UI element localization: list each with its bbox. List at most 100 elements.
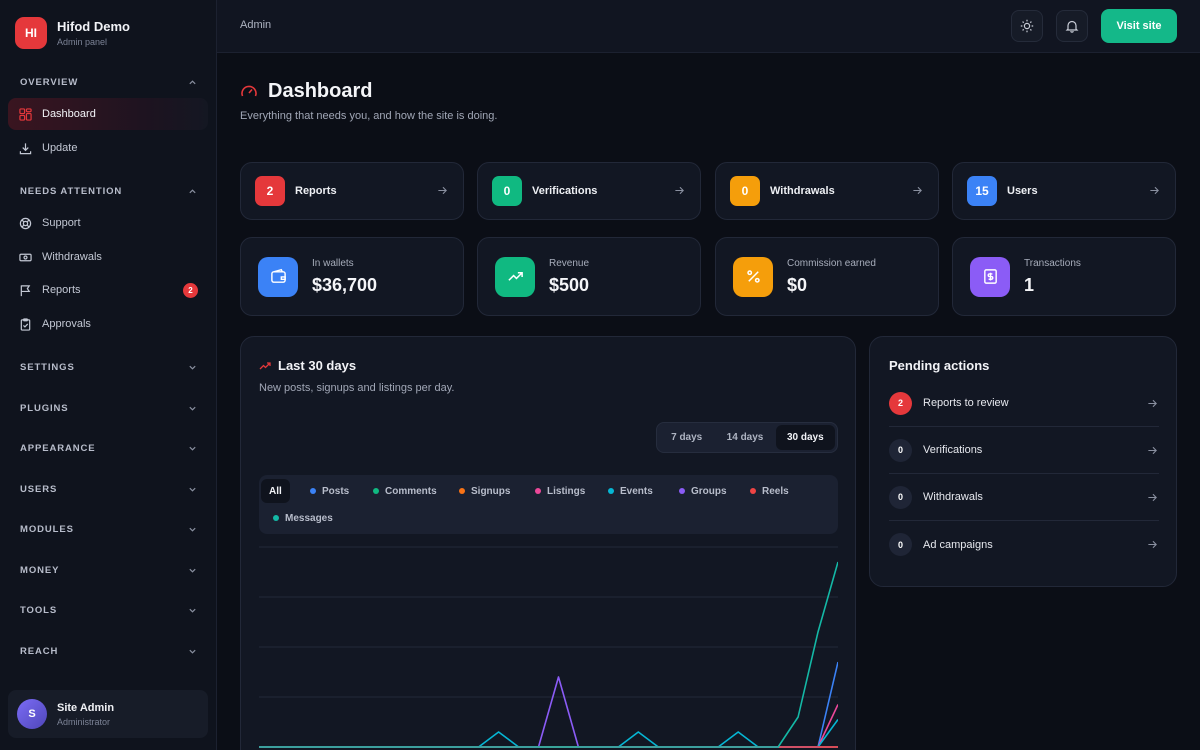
theme-toggle-button[interactable]	[1011, 10, 1043, 42]
quick-card-label: Verifications	[532, 185, 598, 197]
stat-value: $500	[549, 274, 590, 295]
brand-logo: HI	[15, 17, 47, 49]
visit-site-button[interactable]: Visit site	[1101, 9, 1177, 43]
section-label: APPEARANCE	[20, 443, 96, 454]
pending-item-label: Ad campaigns	[923, 538, 993, 551]
series-line-events	[259, 719, 838, 748]
filter-events[interactable]: Events	[608, 479, 653, 503]
chart-title: Last 30 days	[278, 358, 357, 373]
arrow-right-icon	[1148, 399, 1157, 408]
sidebar-item-support[interactable]: Support	[8, 207, 208, 239]
sidebar-item-approvals[interactable]: Approvals	[8, 308, 208, 340]
filter-reels[interactable]: Reels	[750, 479, 789, 503]
percent-icon	[733, 256, 773, 297]
stat-card-revenue: Revenue $500	[477, 237, 701, 316]
stat-value: $36,700	[312, 274, 378, 295]
section-label: MODULES	[20, 524, 74, 535]
filter-signups[interactable]: Signups	[459, 479, 510, 503]
section-plugins[interactable]: PLUGINS	[20, 403, 197, 414]
download-icon	[19, 142, 32, 154]
pending-item-reports[interactable]: 2 Reports to review	[889, 380, 1159, 427]
section-overview[interactable]: OVERVIEW	[20, 77, 197, 88]
filter-listings[interactable]: Listings	[535, 479, 585, 503]
notifications-button[interactable]	[1056, 10, 1088, 42]
filter-groups[interactable]: Groups	[679, 479, 727, 503]
chart-subtitle: New posts, signups and listings per day.	[259, 382, 455, 394]
wallet-icon	[258, 256, 298, 297]
section-settings[interactable]: SETTINGS	[20, 362, 197, 373]
section-modules[interactable]: MODULES	[20, 524, 197, 535]
quick-card-label: Withdrawals	[770, 185, 835, 197]
sidebar-item-withdrawals[interactable]: Withdrawals	[8, 241, 208, 273]
pending-title: Pending actions	[889, 358, 990, 373]
activity-chart-panel: Last 30 days New posts, signups and list…	[240, 336, 856, 750]
pending-item-withdrawals[interactable]: 0 Withdrawals	[889, 474, 1159, 521]
arrow-right-icon	[913, 186, 922, 195]
quick-card-reports[interactable]: 2 Reports	[240, 162, 464, 220]
section-money[interactable]: MONEY	[20, 565, 197, 576]
user-card[interactable]: S Site Admin Administrator	[8, 690, 208, 738]
arrow-right-icon	[1148, 540, 1157, 549]
user-role: Administrator	[57, 716, 111, 727]
arrow-right-icon	[1148, 493, 1157, 502]
series-filter-bar: All Posts Comments Signups Listings Even…	[259, 475, 838, 534]
section-label: SETTINGS	[20, 362, 75, 373]
sidebar: HI Hifod Demo Admin panel OVERVIEW Dashb…	[0, 0, 217, 750]
sidebar-item-update[interactable]: Update	[8, 132, 208, 164]
sidebar-item-label: Reports	[42, 284, 81, 296]
pending-actions-panel: Pending actions 2 Reports to review 0 Ve…	[869, 336, 1177, 587]
section-label: REACH	[20, 646, 59, 657]
count-badge: 2	[255, 176, 285, 206]
series-dot	[750, 488, 756, 494]
arrow-right-icon	[675, 186, 684, 195]
stat-label: Revenue	[549, 257, 590, 269]
user-name: Site Admin	[57, 701, 115, 714]
quick-card-withdrawals[interactable]: 0 Withdrawals	[715, 162, 939, 220]
count-badge: 0	[492, 176, 522, 206]
section-needs-attention[interactable]: NEEDS ATTENTION	[20, 186, 197, 197]
brand[interactable]: HI Hifod Demo Admin panel	[15, 17, 130, 49]
section-appearance[interactable]: APPEARANCE	[20, 443, 197, 454]
filter-label: Posts	[322, 485, 350, 497]
filter-comments[interactable]: Comments	[373, 479, 437, 503]
brand-name: Hifod Demo	[57, 19, 130, 34]
range-7-days[interactable]: 7 days	[671, 432, 703, 443]
breadcrumb[interactable]: Admin	[240, 19, 272, 31]
count-badge: 15	[967, 176, 997, 206]
quick-card-users[interactable]: 15 Users	[952, 162, 1176, 220]
arrow-right-icon	[438, 186, 447, 195]
range-30-days[interactable]: 30 days	[775, 425, 835, 450]
quick-card-verifications[interactable]: 0 Verifications	[477, 162, 701, 220]
chevron-down-icon	[189, 487, 196, 492]
range-14-days[interactable]: 14 days	[726, 432, 764, 443]
series-dot	[459, 488, 465, 494]
section-label: OVERVIEW	[20, 77, 79, 88]
filter-all[interactable]: All	[261, 479, 290, 503]
range-selector: 7 days 14 days 30 days	[656, 422, 838, 453]
series-dot	[608, 488, 614, 494]
count-badge: 0	[730, 176, 760, 206]
activity-line-chart	[259, 546, 838, 748]
section-users[interactable]: USERS	[20, 484, 197, 495]
sidebar-item-dashboard[interactable]: Dashboard	[8, 98, 208, 130]
sun-icon	[1020, 19, 1034, 33]
pending-item-ad-campaigns[interactable]: 0 Ad campaigns	[889, 521, 1159, 568]
stat-card-wallets: In wallets $36,700	[240, 237, 464, 316]
sidebar-item-reports[interactable]: Reports 2	[8, 274, 208, 306]
series-dot	[310, 488, 316, 494]
arrow-right-icon	[1150, 186, 1159, 195]
pending-item-verifications[interactable]: 0 Verifications	[889, 427, 1159, 474]
filter-messages[interactable]: Messages	[273, 506, 333, 530]
section-tools[interactable]: TOOLS	[20, 605, 197, 616]
chevron-up-icon	[189, 80, 196, 85]
trending-up-icon	[495, 256, 535, 297]
filter-posts[interactable]: Posts	[310, 479, 349, 503]
brand-subtitle: Admin panel	[57, 37, 108, 47]
chevron-up-icon	[189, 189, 196, 194]
notification-badge: 2	[183, 283, 198, 298]
section-reach[interactable]: REACH	[20, 646, 197, 657]
section-label: PLUGINS	[20, 403, 69, 414]
chart-panel-title: Last 30 days	[259, 358, 356, 373]
chevron-down-icon	[189, 527, 196, 532]
page-title: Dashboard	[268, 80, 373, 102]
